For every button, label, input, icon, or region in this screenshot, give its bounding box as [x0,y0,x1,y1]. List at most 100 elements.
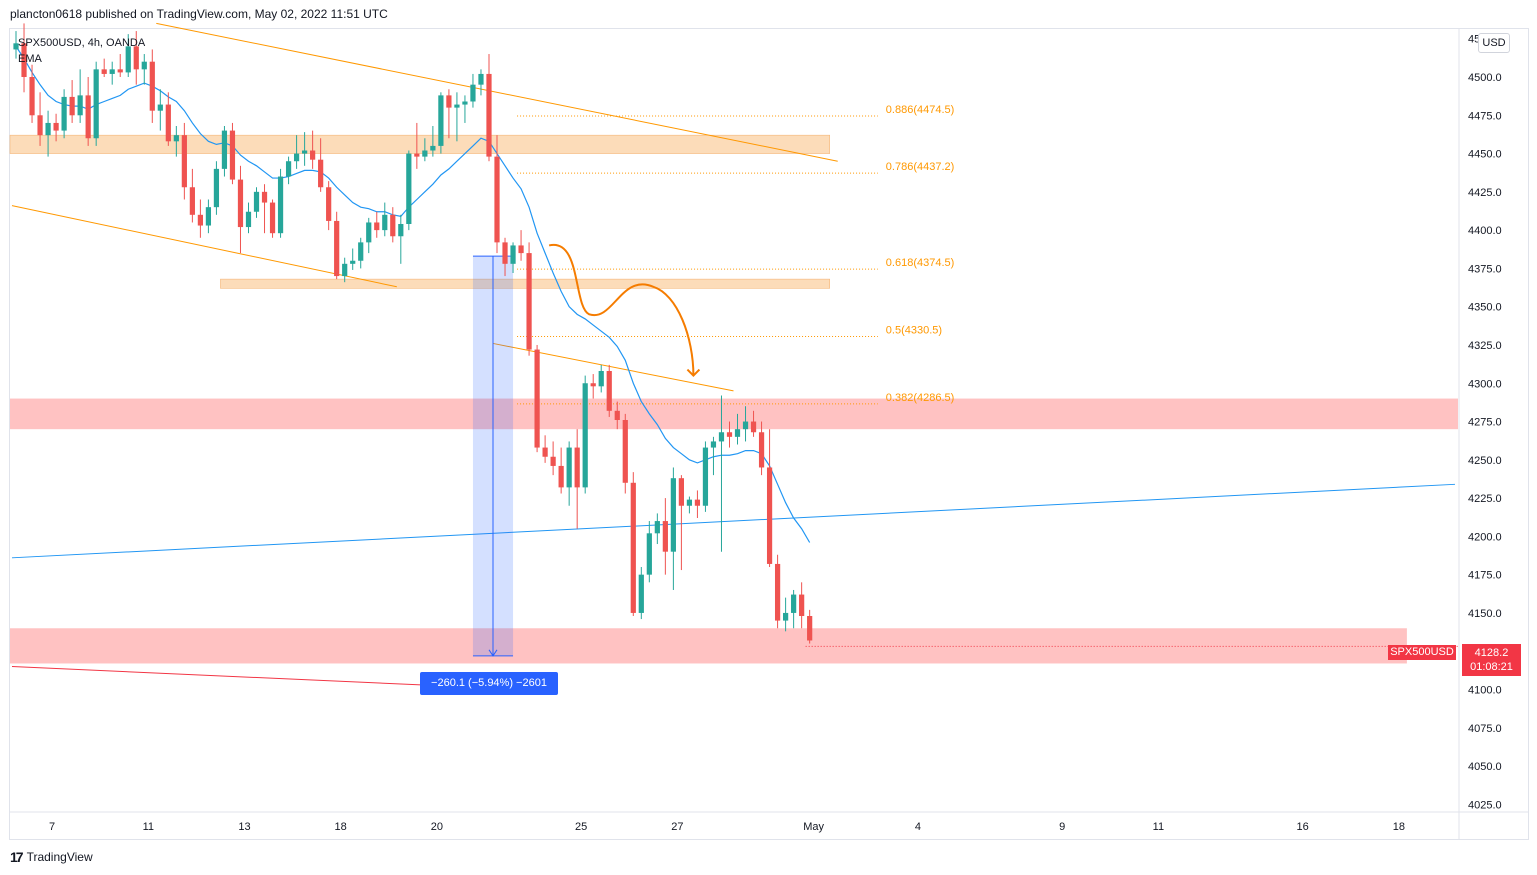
bullish-candle [438,92,444,154]
bearish-candle [494,135,500,254]
candle-body [462,101,468,105]
bullish-candle [285,156,292,185]
price-tick-label: 4200.0 [1468,531,1502,543]
candle-body [638,574,644,613]
red-zone [10,398,1458,430]
orange-zone [9,134,831,154]
bearish-candle [502,237,508,277]
candle-body [318,159,324,188]
measure-arrow-head [488,649,498,657]
fib-retracement-levels: 0.886(4474.5) 0.786(4437.2) 0.618(4374.5) 0… [517,104,955,405]
candle-body [237,179,244,228]
candle-body [213,168,220,208]
bearish-candle [486,54,492,162]
candle-body [342,263,348,277]
bullish-candle [470,73,476,108]
candle-body [734,429,741,437]
bearish-candle [37,92,43,146]
bearish-candle [334,211,340,280]
candle-body [205,207,212,226]
bearish-candle [518,230,524,261]
bullish-candle [141,54,147,85]
candle-body [326,187,332,221]
candle-body [229,130,236,180]
candle-body [302,150,308,154]
bearish-candle [165,92,171,146]
bullish-candle [710,436,717,476]
bearish-candle [237,165,244,254]
candle-body [366,222,372,243]
bearish-candle [550,441,556,476]
bullish-candle [742,406,749,442]
tradingview-logo[interactable]: 17 TradingView [10,849,93,865]
legend-symbol: SPX500USD, 4h, OANDA [18,37,146,49]
price-tick-label: 4425.0 [1468,187,1502,199]
candle-body [358,242,364,261]
chart-legend: SPX500USD, 4h, OANDA EMA [18,35,145,67]
candle-body [117,69,123,73]
candle-body [37,115,43,136]
candle-body [93,69,99,139]
price-tick-label: 4375.0 [1468,263,1502,275]
price-tick-label: 4300.0 [1468,378,1502,390]
currency-button[interactable]: USD [1478,33,1510,53]
bullish-candle [478,69,484,96]
price-tick-label: 4025.0 [1468,799,1502,811]
candle-body [606,371,612,411]
candle-body [550,456,556,466]
bullish-candle [213,161,220,215]
bearish-candle [149,49,155,123]
time-tick-label: 11 [1153,821,1164,833]
bearish-candle [53,113,59,142]
price-tick-label: 4500.0 [1468,72,1502,84]
candle-body [646,533,652,575]
candlesticks [13,23,813,644]
time-tick-label: 25 [575,821,587,833]
candle-body [526,253,532,350]
candle-body [221,130,228,169]
bearish-candle [197,199,203,238]
candle-body [662,521,668,552]
bullish-candle [157,89,163,131]
bar-countdown: 01:08:21 [1470,661,1513,673]
bearish-candle [101,58,107,77]
bullish-candle [125,34,131,77]
bearish-candle [614,401,620,430]
time-tick-label: 18 [335,821,347,833]
bearish-candle [310,130,316,169]
candle-body [406,153,412,224]
candle-body [750,421,757,433]
bearish-candle [269,199,276,238]
last-price-tag: 4128.2 01:08:21 [1462,644,1521,676]
bullish-candle [598,364,604,393]
candle-body [165,104,171,142]
candle-body [293,153,300,162]
bullish-candle [350,248,356,270]
bearish-candle [766,429,773,567]
candle-body [446,95,452,108]
last-price-value: 4128.2 [1474,647,1509,659]
bullish-candle [13,31,19,59]
candle-body [350,260,356,264]
fib-level-label: 0.382(4286.5) [886,392,955,404]
price-range-measure [472,255,514,657]
candle-body [783,612,789,621]
bearish-candle [374,211,380,238]
bullish-candle [253,187,260,218]
brand-name: TradingView [26,850,93,864]
bullish-candle [646,521,652,583]
candle-body [774,563,781,621]
bullish-candle [430,126,436,157]
price-tick-label: 4400.0 [1468,225,1502,237]
bullish-candle [462,95,468,123]
candle-body [261,191,268,203]
red-zone [10,628,1407,664]
candle-body [470,84,476,102]
candle-body [77,95,83,116]
ema-polyline [15,46,811,543]
candle-body [197,214,203,226]
time-tick-label: 11 [143,821,154,833]
bearish-candle [726,421,733,448]
bullish-candle [638,567,644,620]
